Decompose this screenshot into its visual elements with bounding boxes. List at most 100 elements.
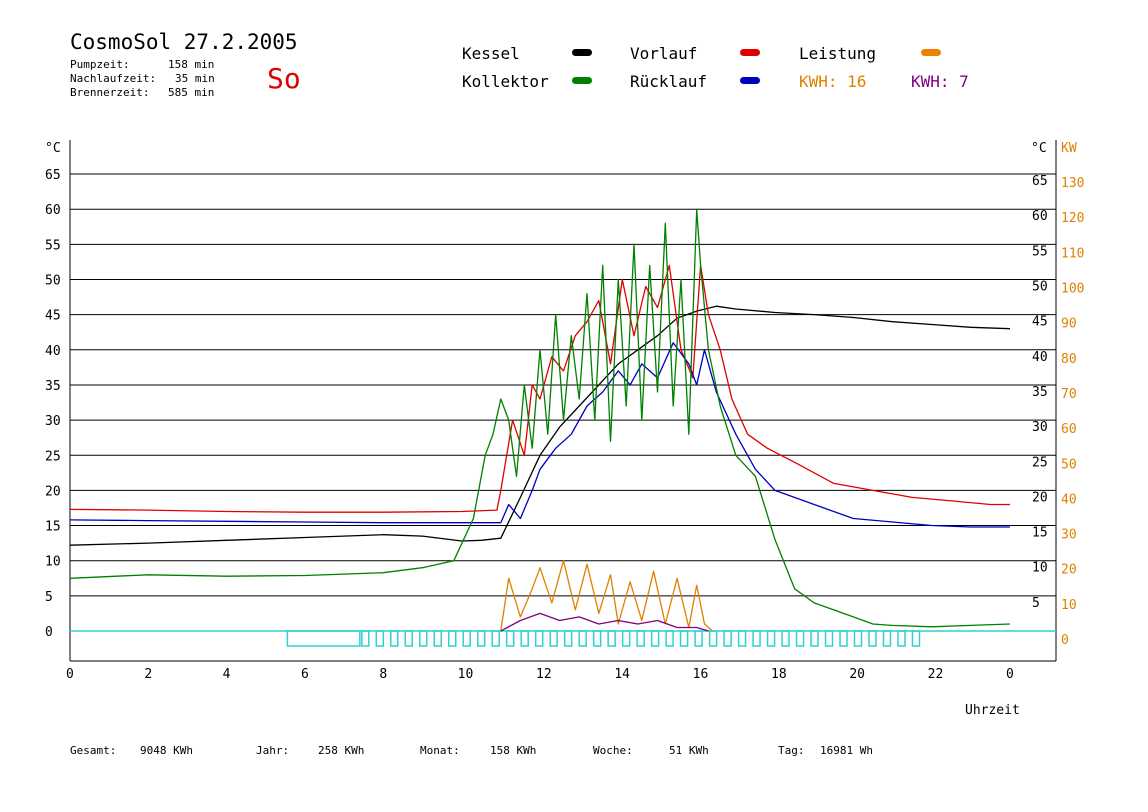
pump-activity-block	[752, 630, 761, 647]
y-tick-label: 60	[45, 203, 61, 218]
series-line-leistung	[500, 560, 713, 632]
y2-tick-label: 0	[1061, 633, 1069, 648]
y-tick-label: 0	[45, 625, 53, 640]
footer-gesamt-value: 9048 KWh	[140, 744, 193, 757]
pump-activity-block	[563, 630, 573, 647]
y-right-tick-label: 20	[1032, 490, 1048, 505]
pump-activity-block	[534, 630, 544, 647]
pump-activity-block	[839, 630, 848, 647]
y-tick-label: 20	[45, 484, 61, 499]
y-tick-label: 45	[45, 309, 61, 324]
y-tick-label: 10	[45, 555, 61, 570]
y-tick-label: 5	[45, 590, 53, 605]
pump-activity-block	[679, 630, 689, 647]
pump-activity-block	[462, 630, 471, 647]
y-tick-label: 35	[45, 379, 61, 394]
pump-activity-block	[592, 630, 602, 647]
pump-activity-block	[853, 630, 863, 647]
series-line-kwh-stufe	[500, 612, 709, 632]
y2-tick-label: 60	[1061, 422, 1077, 437]
x-tick-label: 0	[1006, 667, 1014, 682]
y-right-tick-label: 10	[1032, 561, 1048, 576]
brennerzeit-label: Brennerzeit:	[70, 86, 150, 99]
legend-kwh-orange: KWH: 16	[799, 72, 867, 91]
y-tick-label: 25	[45, 449, 61, 464]
y2-tick-label: 20	[1061, 563, 1077, 578]
x-tick-label: 4	[223, 667, 231, 682]
y2-axis-unit: KW	[1061, 141, 1077, 156]
footer-monat-label: Monat:	[420, 744, 460, 757]
series-line-r-cklauf	[69, 342, 1010, 528]
pump-activity-block	[491, 630, 500, 647]
y-tick-label: 50	[45, 274, 61, 289]
pump-activity-block	[911, 630, 921, 647]
y-right-tick-label: 60	[1032, 209, 1048, 224]
pump-activity-block	[375, 630, 385, 647]
y-tick-label: 40	[45, 344, 61, 359]
legend-kessel-swatch	[572, 49, 592, 56]
footer-woche-label: Woche:	[593, 744, 633, 757]
pump-activity-block	[607, 630, 616, 647]
pump-activity-block	[795, 630, 805, 647]
x-tick-label: 10	[458, 667, 474, 682]
x-tick-label: 12	[536, 667, 552, 682]
y-axis-unit: °C	[45, 141, 61, 156]
footer-monat-value: 158 KWh	[490, 744, 537, 757]
legend-leistung: Leistung	[799, 44, 877, 63]
pump-activity-block	[650, 630, 660, 647]
legend-leistung-swatch	[921, 49, 941, 56]
pump-activity-block	[476, 630, 486, 647]
pump-activity-block	[694, 630, 703, 647]
pump-activity-block	[361, 630, 370, 647]
pump-activity-block	[781, 630, 790, 647]
pump-activity-block	[665, 630, 674, 647]
y-tick-label: 15	[45, 520, 61, 535]
y2-tick-label: 10	[1061, 598, 1077, 613]
footer-gesamt-label: Gesamt:	[70, 744, 117, 757]
pump-activity-block	[737, 630, 747, 647]
x-tick-label: 22	[928, 667, 944, 682]
series-line-kollektor	[69, 208, 1011, 628]
y2-tick-label: 90	[1061, 317, 1077, 332]
y-right-tick-label: 5	[1032, 596, 1040, 611]
pump-activity-block	[390, 630, 399, 647]
footer-tag-value: 16981 Wh	[820, 744, 873, 757]
pump-activity-block	[549, 630, 558, 647]
x-tick-label: 16	[693, 667, 709, 682]
pump-activity-block	[621, 630, 631, 647]
y2-tick-label: 100	[1061, 282, 1084, 297]
y2-tick-label: 110	[1061, 246, 1084, 261]
legend-vorlauf: Vorlauf	[630, 44, 698, 63]
y2-tick-label: 40	[1061, 492, 1077, 507]
y-right-tick-label: 45	[1032, 315, 1048, 330]
pump-activity-block	[897, 630, 906, 647]
pump-activity-block	[404, 630, 414, 647]
legend-kwh-purple: KWH: 7	[911, 72, 969, 91]
pump-activity-block	[447, 630, 457, 647]
legend-ruecklauf: Rücklauf	[630, 72, 708, 91]
legend-kessel: Kessel	[462, 44, 520, 63]
weekday: So	[267, 62, 301, 95]
series-line-vorlauf	[69, 264, 1010, 513]
series-line-kessel	[69, 305, 1011, 546]
pump-activity-block	[520, 630, 529, 647]
pump-activity-block	[419, 630, 428, 647]
pump-activity-block	[882, 630, 892, 647]
x-axis-label: Uhrzeit	[965, 703, 1020, 718]
legend-kollektor-swatch	[572, 77, 592, 84]
y-right-tick-label: 35	[1032, 385, 1048, 400]
x-tick-label: 20	[849, 667, 865, 682]
x-tick-label: 8	[379, 667, 387, 682]
y2-tick-label: 80	[1061, 352, 1077, 367]
y-right-tick-label: 30	[1032, 420, 1048, 435]
pumpzeit-label: Pumpzeit:	[70, 58, 130, 71]
pump-activity-block	[433, 630, 442, 647]
x-tick-label: 14	[614, 667, 630, 682]
y-right-tick-label: 65	[1032, 174, 1048, 189]
pump-activity-block	[505, 630, 515, 647]
legend-vorlauf-swatch	[740, 49, 760, 56]
y-tick-label: 65	[45, 168, 61, 183]
y2-tick-label: 120	[1061, 211, 1084, 226]
x-tick-label: 6	[301, 667, 309, 682]
